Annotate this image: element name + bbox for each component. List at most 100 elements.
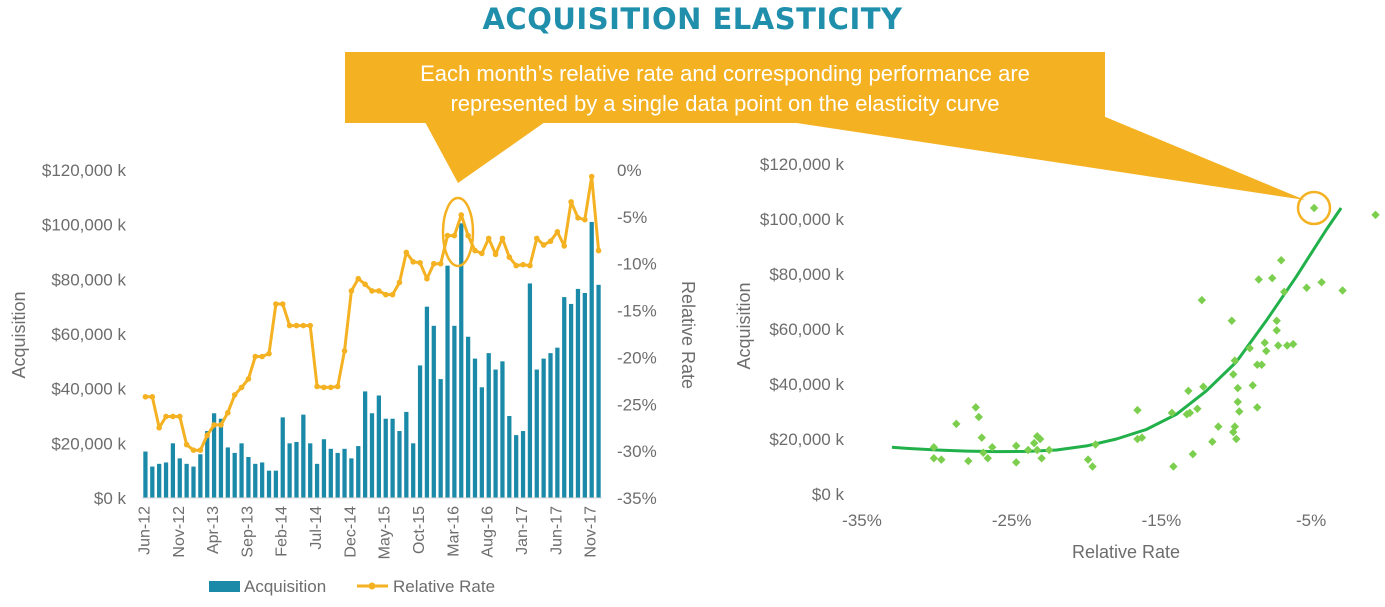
scatter-point bbox=[1169, 462, 1178, 471]
relative-rate-point bbox=[259, 353, 265, 360]
callout-text-line1: Each month’s relative rate and correspon… bbox=[420, 61, 1030, 86]
relative-rate-point bbox=[314, 383, 320, 390]
x-tick-label: Dec-14 bbox=[342, 506, 359, 558]
acquisition-bar bbox=[301, 414, 306, 498]
acquisition-bar bbox=[328, 448, 333, 498]
acquisition-bar bbox=[218, 418, 224, 498]
acquisition-bar bbox=[465, 336, 471, 498]
scatter-point bbox=[1214, 422, 1223, 431]
relative-rate-point bbox=[465, 232, 471, 239]
relative-rate-point bbox=[472, 247, 478, 254]
right-y-tick-label: -25% bbox=[617, 395, 657, 414]
scatter-point bbox=[1254, 275, 1263, 284]
fit-curve-line bbox=[891, 207, 1343, 454]
left-y-tick-label: $100,000 k bbox=[42, 216, 127, 235]
acquisition-bar bbox=[314, 463, 320, 498]
x-tick-label: Sep-13 bbox=[239, 506, 256, 558]
scatter-point bbox=[1023, 445, 1033, 455]
scatter-point bbox=[1133, 405, 1142, 415]
acquisition-bar bbox=[205, 431, 210, 498]
scatter-point bbox=[1248, 381, 1257, 390]
relative-rate-point bbox=[293, 322, 300, 329]
relative-rate-point bbox=[156, 424, 162, 431]
acquisition-bar bbox=[342, 448, 347, 498]
scatter-point bbox=[1233, 397, 1242, 407]
acquisition-bar bbox=[534, 369, 539, 498]
relative-rate-point bbox=[382, 291, 389, 298]
left-y-axis-label: Acquisition bbox=[9, 291, 29, 378]
acquisition-bar bbox=[335, 452, 340, 498]
relative-rate-point bbox=[211, 422, 217, 428]
scatter-point bbox=[974, 412, 983, 422]
relative-rate-point bbox=[334, 383, 341, 390]
scatter-x-axis-ticks: -35% -25% -15% -5% bbox=[842, 511, 1326, 530]
acquisition-bar bbox=[273, 470, 279, 498]
acquisition-bar bbox=[486, 353, 491, 498]
acquisition-bar bbox=[472, 358, 478, 498]
acquisition-bar bbox=[294, 441, 299, 498]
scatter-point bbox=[1260, 338, 1269, 347]
scatter-x-tick-label: -25% bbox=[992, 511, 1032, 530]
relative-rate-point bbox=[266, 350, 272, 357]
relative-rate-point bbox=[197, 447, 204, 454]
acquisition-bar bbox=[575, 288, 581, 498]
acquisition-bar bbox=[390, 418, 395, 498]
relative-rate-point bbox=[527, 262, 533, 269]
combo-chart: $0 k $20,000 k $40,000 k $60,000 k $80,000 k… bbox=[9, 161, 698, 596]
x-tick-label: Apr-13 bbox=[205, 506, 222, 554]
relative-rate-point bbox=[176, 413, 183, 420]
scatter-point bbox=[1229, 427, 1238, 437]
x-tick-label: Jul-14 bbox=[308, 506, 325, 550]
scatter-point bbox=[1032, 445, 1042, 455]
relative-rate-point bbox=[218, 422, 224, 428]
acquisition-bar bbox=[493, 369, 498, 498]
x-tick-label: Nov-17 bbox=[583, 506, 600, 558]
scatter-point bbox=[1272, 316, 1281, 325]
acquisition-bar bbox=[287, 443, 292, 498]
relative-rate-point bbox=[328, 384, 334, 391]
scatter-point bbox=[1230, 422, 1239, 431]
relative-rate-point bbox=[389, 291, 396, 298]
acquisition-bar bbox=[308, 443, 313, 498]
acquisition-bar bbox=[232, 452, 237, 498]
relative-rate-point bbox=[163, 413, 169, 420]
relative-rate-point bbox=[540, 242, 547, 248]
relative-rate-point bbox=[348, 288, 355, 294]
acquisition-bar bbox=[596, 284, 601, 498]
relative-rate-point bbox=[492, 251, 499, 258]
acquisition-bar bbox=[555, 347, 560, 498]
relative-rate-point bbox=[307, 322, 314, 329]
scatter-point bbox=[1274, 341, 1283, 350]
acquisition-bar bbox=[143, 451, 148, 498]
x-tick-label: Jun-17 bbox=[548, 506, 565, 555]
scatter-y-tick-label: $80,000 k bbox=[769, 265, 844, 284]
scatter-point bbox=[1199, 382, 1208, 391]
scatter-point bbox=[1317, 278, 1326, 287]
relative-rate-point bbox=[369, 288, 375, 294]
relative-rate-point bbox=[533, 235, 540, 242]
relative-rate-point bbox=[252, 353, 259, 360]
relative-rate-point bbox=[506, 254, 513, 260]
relative-rate-point bbox=[190, 447, 197, 454]
scatter-point bbox=[1245, 344, 1254, 353]
relative-rate-point bbox=[238, 384, 245, 391]
right-y-tick-label: -10% bbox=[617, 255, 657, 274]
acquisition-bar bbox=[568, 303, 574, 498]
scatter-point bbox=[983, 454, 992, 463]
acquisition-bar bbox=[157, 463, 162, 498]
scatter-point bbox=[1302, 283, 1311, 292]
acquisition-bar bbox=[246, 457, 251, 498]
acquisition-bar bbox=[321, 439, 327, 498]
relative-rate-point bbox=[231, 392, 238, 398]
relative-rate-line bbox=[142, 173, 602, 454]
x-axis-ticks: Jun-12 Nov-12 Apr-13 Sep-13 Feb-14 Jul-14 Dec-… bbox=[136, 506, 599, 559]
relative-rate-point bbox=[520, 261, 526, 268]
right-y-tick-label: -20% bbox=[617, 348, 657, 367]
relative-rate-point bbox=[547, 238, 554, 245]
right-y-tick-label: -5% bbox=[617, 208, 647, 227]
scatter-point bbox=[1235, 407, 1244, 416]
scatter-point bbox=[952, 419, 961, 429]
relative-rate-point bbox=[451, 232, 458, 239]
relative-rate-point bbox=[575, 214, 581, 221]
